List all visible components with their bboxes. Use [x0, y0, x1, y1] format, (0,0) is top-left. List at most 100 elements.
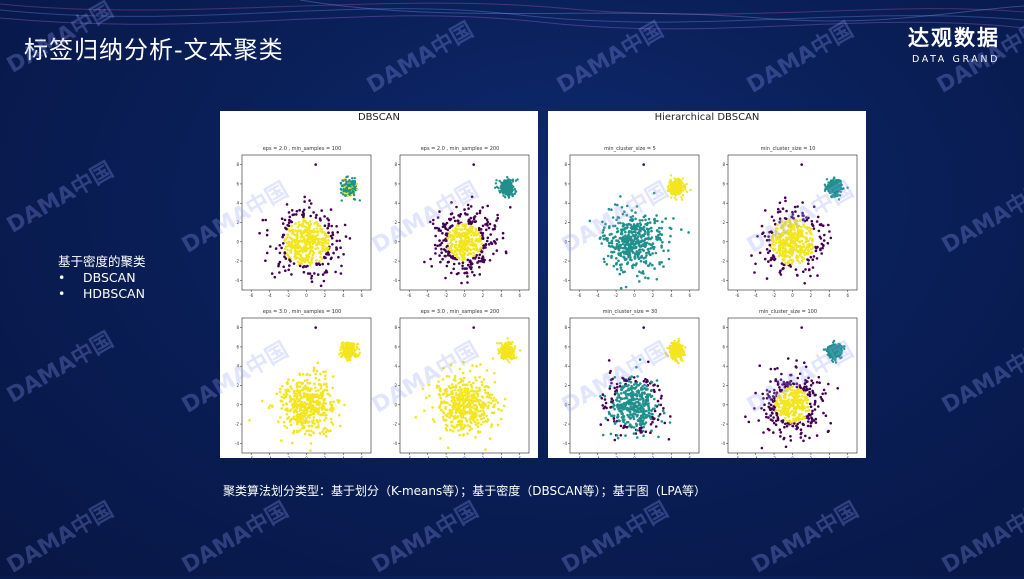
data-point [290, 249, 293, 252]
data-point [514, 192, 516, 194]
data-point [452, 408, 455, 411]
data-point [314, 241, 317, 244]
data-point [479, 273, 482, 276]
logo-english-text: DATA GRAND [908, 54, 1000, 65]
data-point [306, 379, 309, 382]
data-point [466, 396, 469, 399]
data-point [261, 400, 264, 403]
data-point [617, 216, 620, 219]
y-tick-label: 0 [236, 239, 239, 244]
data-point [459, 386, 462, 389]
data-point [622, 213, 625, 216]
data-point [318, 379, 321, 382]
data-point [303, 408, 306, 411]
data-point [834, 190, 836, 192]
data-point [626, 205, 629, 208]
y-tick-label: 2 [564, 383, 567, 388]
data-point [447, 447, 450, 450]
data-point [481, 237, 484, 240]
data-point [448, 416, 451, 419]
data-point [448, 231, 451, 234]
data-point [483, 378, 486, 381]
data-point [647, 248, 650, 251]
data-point [460, 419, 463, 422]
data-point [769, 259, 772, 262]
data-point [623, 257, 626, 260]
data-point [349, 359, 351, 361]
data-point [822, 224, 825, 227]
data-point [812, 225, 815, 228]
data-point [460, 394, 463, 397]
data-point [492, 228, 495, 231]
data-point [283, 425, 286, 428]
data-point [487, 237, 490, 240]
data-point [481, 206, 484, 209]
data-point [431, 406, 434, 409]
data-point [315, 407, 318, 410]
data-point [496, 186, 498, 188]
data-point [266, 234, 269, 237]
data-point [478, 387, 481, 390]
data-point [615, 257, 618, 260]
data-point [439, 390, 442, 393]
data-point [425, 397, 428, 400]
data-point [457, 405, 460, 408]
data-point [351, 177, 353, 179]
data-point [292, 398, 295, 401]
data-point [430, 265, 433, 268]
data-point [308, 206, 311, 209]
data-point [657, 436, 660, 439]
y-tick-label: 2 [564, 220, 567, 225]
data-point [613, 247, 616, 250]
data-point [764, 235, 767, 238]
outlier-point [314, 163, 317, 166]
data-point [327, 239, 330, 242]
data-point [789, 250, 792, 253]
data-point [321, 431, 324, 434]
data-point [454, 376, 457, 379]
data-point [460, 282, 463, 285]
data-point [447, 412, 450, 415]
data-point [796, 245, 799, 248]
data-point [302, 260, 305, 263]
data-point [828, 230, 831, 233]
data-point [645, 262, 648, 265]
data-point [661, 241, 664, 244]
data-point [473, 420, 476, 423]
data-point [301, 421, 304, 424]
data-point [454, 400, 457, 403]
data-point [463, 254, 466, 257]
data-point [321, 408, 324, 411]
data-point [321, 242, 324, 245]
data-point [767, 260, 770, 263]
data-point [312, 234, 315, 237]
data-point [443, 224, 446, 227]
data-point [770, 264, 773, 267]
data-point [650, 230, 653, 233]
data-point [496, 342, 498, 344]
data-point [472, 226, 475, 229]
data-point [804, 241, 807, 244]
data-point [500, 190, 502, 192]
data-point [812, 258, 815, 261]
data-point [305, 245, 308, 248]
density-clustering-list: 基于密度的聚类 DBSCAN HDBSCAN [58, 254, 146, 302]
data-point [324, 257, 327, 260]
data-point [438, 210, 441, 213]
data-point [434, 252, 437, 255]
data-point [486, 369, 489, 372]
data-point [514, 345, 516, 347]
data-point [658, 389, 661, 392]
y-tick-label: -2 [235, 259, 239, 264]
data-point [299, 255, 302, 258]
data-point [611, 240, 614, 243]
data-point [454, 244, 457, 247]
data-point [325, 383, 328, 386]
data-point [811, 244, 814, 247]
data-point [805, 232, 808, 235]
brand-logo: 达观数据 DATA GRAND [908, 22, 1000, 65]
data-point [634, 234, 637, 237]
data-point [441, 242, 444, 245]
data-point [805, 247, 808, 250]
data-point [457, 429, 460, 432]
